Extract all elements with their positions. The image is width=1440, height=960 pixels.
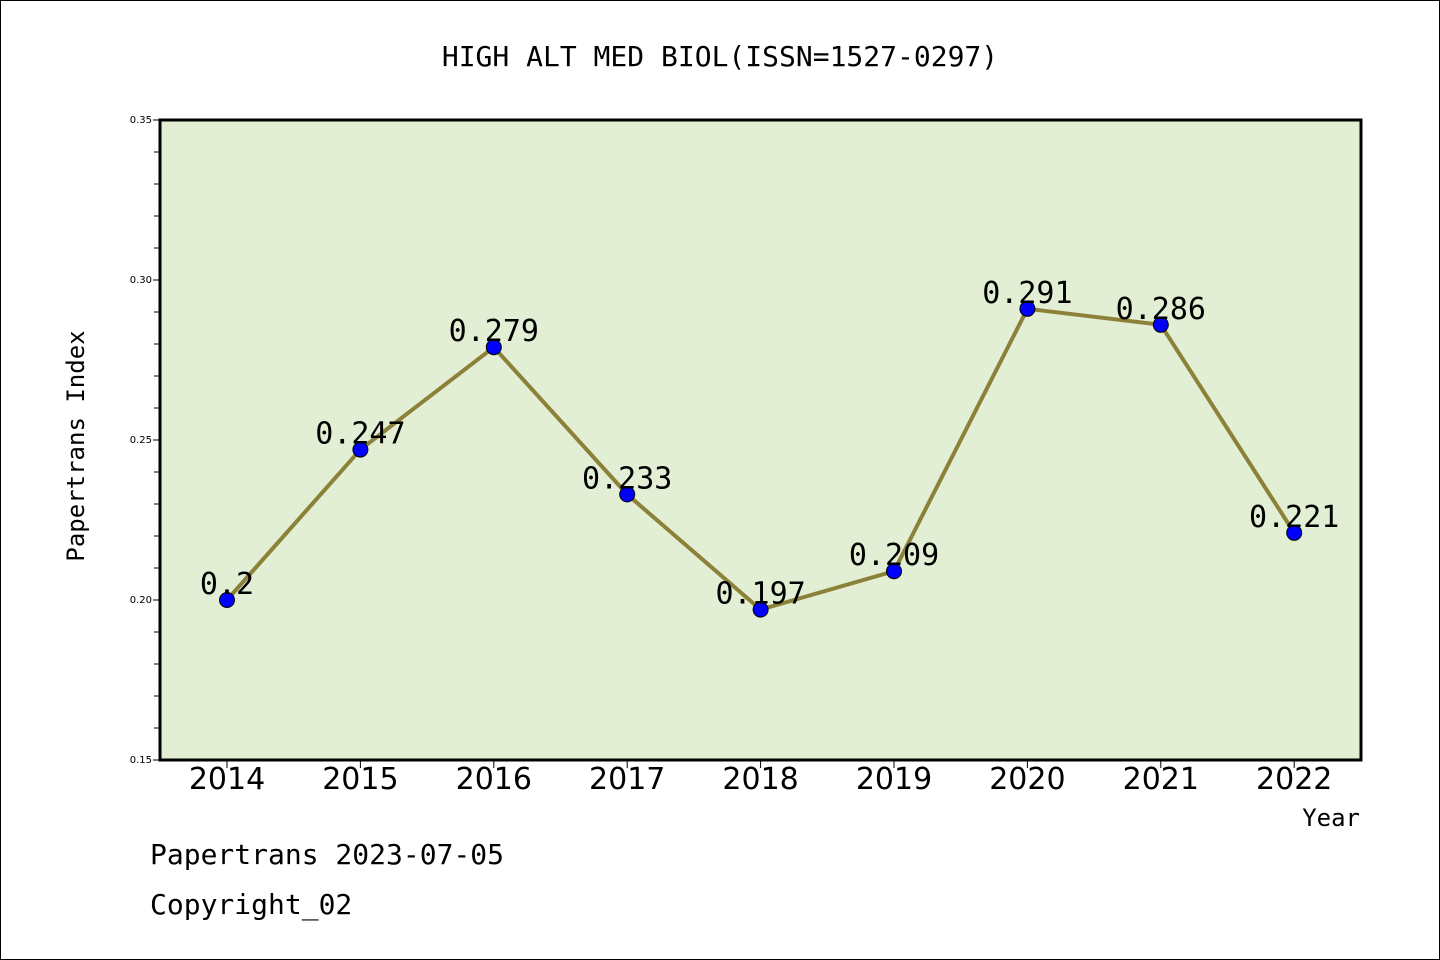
footer-copyright: Copyright_02: [150, 888, 352, 922]
y-tick-label: 0.25: [130, 435, 152, 446]
data-label-2020: 0.291: [982, 276, 1072, 311]
footer-date: Papertrans 2023-07-05: [150, 838, 504, 871]
data-label-2017: 0.233: [582, 461, 672, 496]
x-axis-label: Year: [1302, 804, 1360, 832]
data-point-2019: [886, 563, 902, 580]
x-axis-ticks: 2014 2015 2016 2017 2018 2019 2020 2021 2022: [189, 760, 1332, 797]
plot-area: [160, 120, 1361, 760]
plot-border: [158, 118, 1363, 762]
x-tick-label: 2021: [1123, 762, 1199, 797]
x-tick-label: 2016: [456, 762, 532, 797]
data-labels: 0.2 0.247 0.279 0.233 0.197 0.209 0.291 0.286 0.…: [200, 276, 1339, 612]
series-markers: [219, 300, 1303, 618]
x-tick-label: 2017: [589, 762, 665, 797]
data-label-2018: 0.197: [715, 577, 805, 612]
x-tick-label: 2020: [989, 762, 1065, 797]
data-label-2014: 0.2: [200, 567, 254, 602]
y-tick-label: 0.20: [130, 595, 152, 606]
y-tick-label: 0.15: [130, 755, 152, 766]
data-point-2021: [1152, 316, 1169, 333]
data-label-2015: 0.247: [315, 417, 405, 452]
data-point-2017: [619, 486, 636, 503]
x-tick-label: 2019: [856, 762, 932, 797]
data-point-2022: [1286, 524, 1303, 541]
data-label-2021: 0.286: [1116, 292, 1206, 327]
data-point-2015: [352, 441, 369, 458]
x-tick-label: 2015: [322, 762, 398, 797]
y-tick-label: 0.35: [130, 115, 152, 126]
data-point-2014: [219, 592, 235, 608]
chart-title: HIGH ALT MED BIOL(ISSN=1527-0297): [442, 40, 998, 73]
y-axis-ticks: 0.15 0.20 0.25 0.30 0.35: [130, 115, 160, 766]
data-label-2022: 0.221: [1249, 500, 1339, 535]
data-point-2018: [752, 601, 769, 618]
data-label-2016: 0.279: [449, 314, 539, 349]
x-tick-label: 2014: [189, 762, 265, 797]
data-point-2020: [1019, 300, 1036, 317]
y-axis-label: Papertrans Index: [62, 330, 90, 561]
x-tick-label: 2018: [722, 762, 798, 797]
y-tick-label: 0.30: [130, 275, 152, 286]
data-label-2019: 0.209: [849, 538, 939, 573]
x-tick-label: 2022: [1256, 762, 1332, 797]
data-point-2016: [485, 339, 502, 356]
